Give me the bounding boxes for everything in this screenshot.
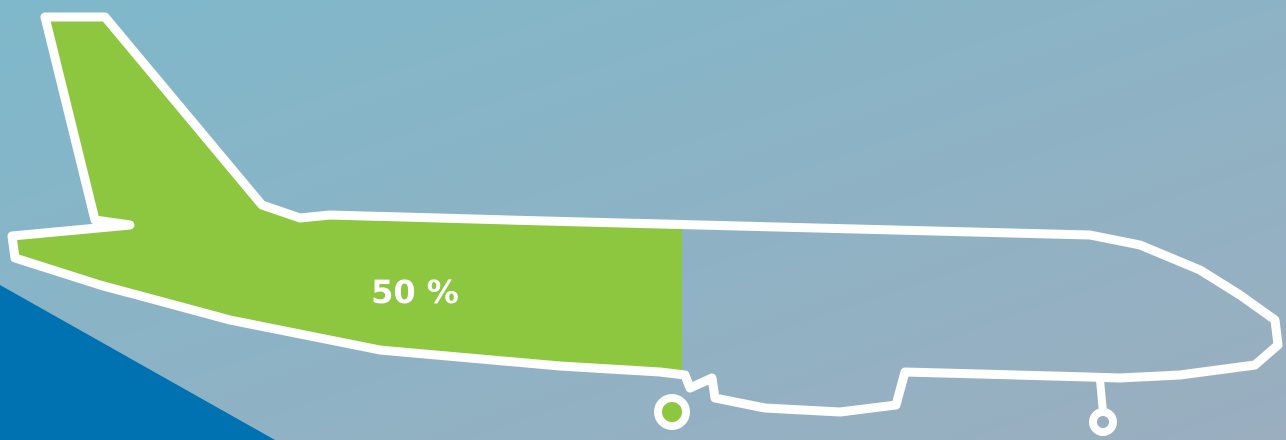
page: 50 % (() => { const data = JSON.parse(do… <box>0 0 1286 440</box>
nose-strut <box>1100 380 1103 412</box>
value-label: 50 % <box>371 273 459 311</box>
infographic: 50 % <box>0 0 1286 440</box>
